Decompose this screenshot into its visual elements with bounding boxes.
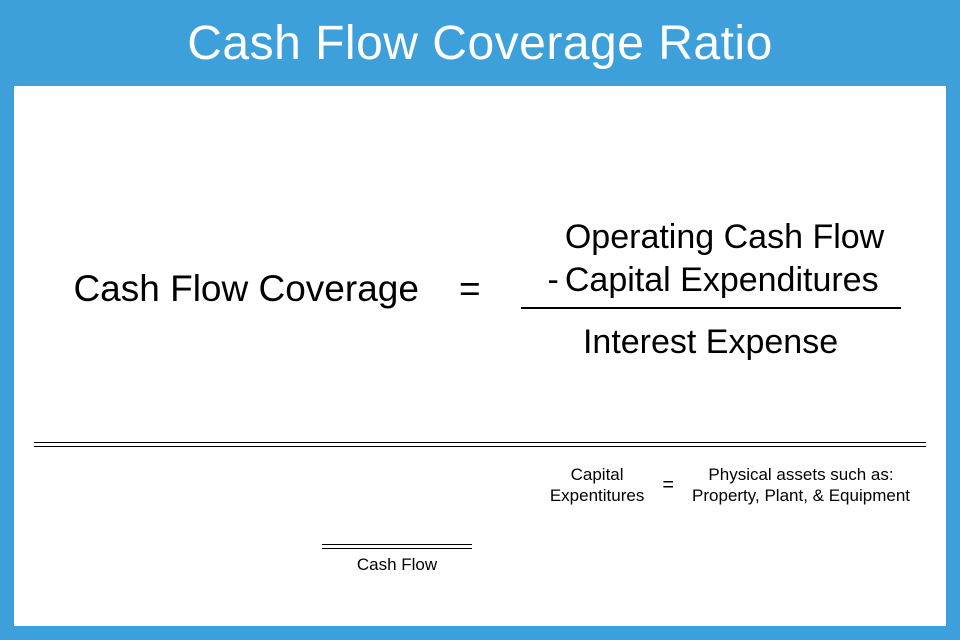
section-divider [34, 442, 926, 447]
footnote-definition: Capital Expentitures = Physical assets s… [550, 464, 910, 507]
title-bar: Cash Flow Coverage Ratio [14, 0, 946, 86]
fragment-label: Cash Flow [357, 549, 437, 575]
cash-flow-fragment: Cash Flow [322, 544, 472, 575]
footnote-definition-text: Physical assets such as: Property, Plant… [692, 464, 910, 507]
numerator-line1: Operating Cash Flow [565, 216, 884, 259]
formula-denominator: Interest Expense [583, 309, 838, 362]
numerator-minus: - [537, 259, 559, 302]
main-formula: Cash Flow Coverage = Operating Cash Flow… [14, 216, 946, 362]
formula-lhs: Cash Flow Coverage [59, 268, 418, 310]
formula-equals: = [459, 268, 481, 310]
footnote-term: Capital Expentitures [550, 464, 645, 507]
formula-numerator: Operating Cash Flow - Capital Expenditur… [529, 216, 892, 307]
formula-rhs: Operating Cash Flow - Capital Expenditur… [521, 216, 901, 362]
numerator-line2: Capital Expenditures [565, 259, 884, 302]
page-title: Cash Flow Coverage Ratio [187, 16, 773, 71]
content-panel: Cash Flow Coverage = Operating Cash Flow… [14, 86, 946, 626]
outer-frame: Cash Flow Coverage Ratio Cash Flow Cover… [0, 0, 960, 640]
footnote-equals: = [662, 474, 674, 497]
